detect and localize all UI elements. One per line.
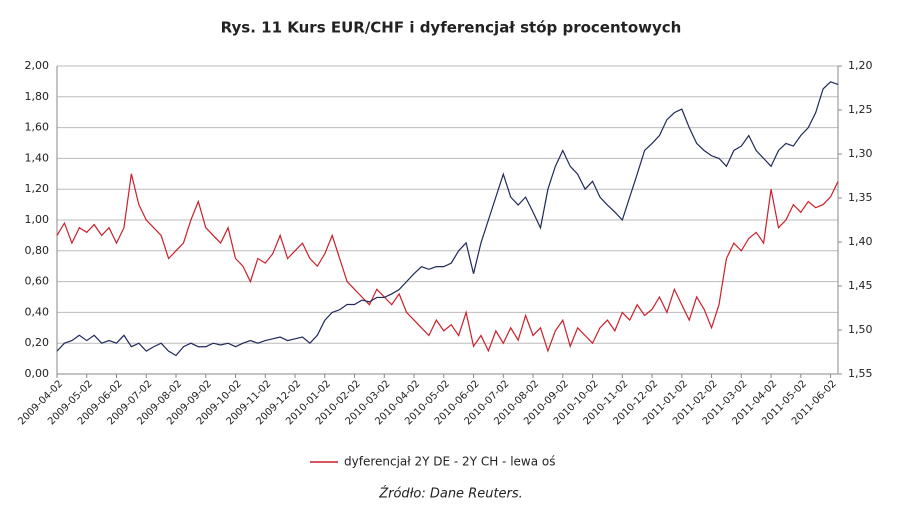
- y-tick-label: 0,80: [25, 244, 50, 257]
- y-tick-label: 1,40: [25, 151, 50, 164]
- y-tick-label: 1,20: [25, 182, 50, 195]
- y2-tick-label: 1,55: [848, 367, 873, 380]
- y-tick-label: 1,80: [25, 90, 50, 103]
- y2-tick-label: 1,45: [848, 279, 873, 292]
- y2-tick-label: 1,50: [848, 323, 873, 336]
- y-tick-label: 0,00: [25, 367, 50, 380]
- y-tick-label: 1,00: [25, 213, 50, 226]
- y2-tick-label: 1,20: [848, 59, 873, 72]
- data-line: [56, 173, 839, 353]
- y-tick-label: 0,20: [25, 336, 50, 349]
- y2-tick-label: 1,40: [848, 235, 873, 248]
- y2-tick-label: 1,30: [848, 147, 873, 160]
- y-tick-label: 0,40: [25, 305, 50, 318]
- chart-title: Rys. 11 Kurs EUR/CHF i dyferencjał stóp …: [221, 19, 682, 37]
- y2-tick-label: 1,35: [848, 191, 873, 204]
- y-tick-label: 1,60: [25, 121, 50, 134]
- y2-tick-label: 1,25: [848, 103, 873, 116]
- data-line: [56, 81, 839, 357]
- y-tick-label: 0,60: [25, 275, 50, 288]
- source-note: Źródło: Dane Reuters.: [378, 486, 523, 502]
- y-tick-label: 2,00: [25, 59, 50, 72]
- legend-label: dyferencjał 2Y DE - 2Y CH - lewa oś: [344, 455, 556, 469]
